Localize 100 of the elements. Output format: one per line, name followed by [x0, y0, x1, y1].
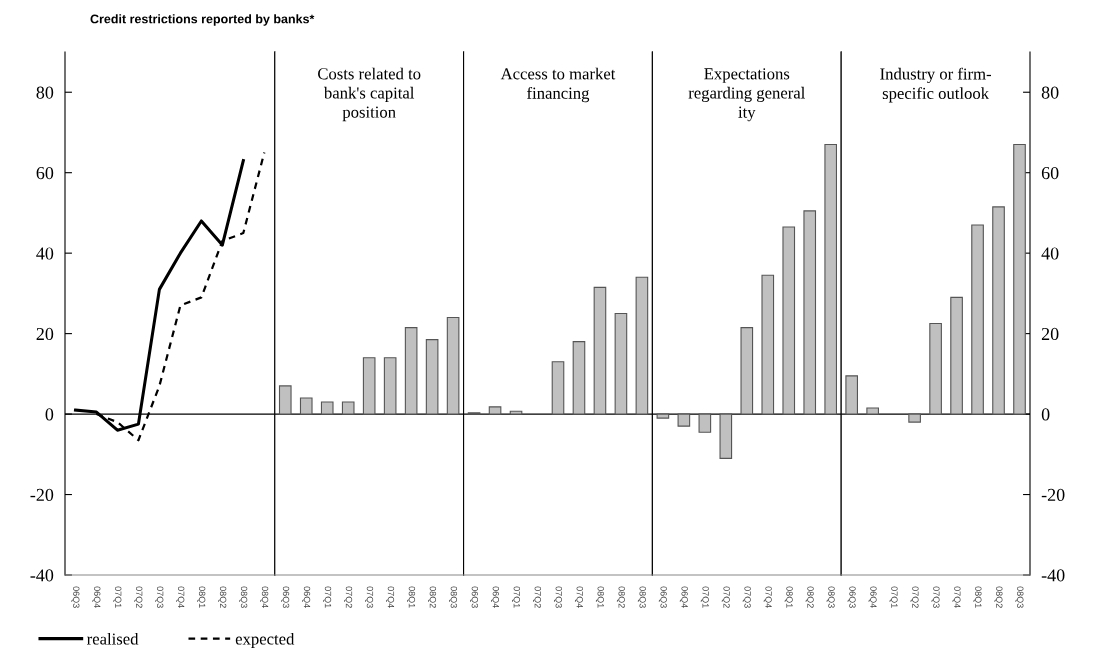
x-tick-label: 08Q2 — [218, 586, 227, 608]
x-tick-label: 06Q3 — [470, 586, 479, 608]
bar — [803, 210, 817, 415]
bar — [866, 407, 879, 415]
chart-title: Credit restrictions reported by banks* — [90, 14, 315, 26]
bar — [320, 401, 334, 415]
bar — [635, 276, 649, 415]
bar — [908, 413, 921, 423]
x-tick-label: 07Q3 — [155, 586, 164, 608]
x-tick-label: 06Q4 — [491, 586, 500, 608]
text: Industry or firm- specific outlook — [880, 67, 991, 103]
x-tick-label: 08Q1 — [973, 586, 982, 608]
legend-label: expected — [235, 632, 295, 648]
bar — [509, 410, 523, 415]
bar — [404, 327, 418, 415]
bar — [719, 413, 733, 459]
x-tick-label: 08Q2 — [805, 586, 814, 608]
x-tick-label: 08Q4 — [260, 586, 269, 608]
text: Expectations regarding general ity — [688, 68, 805, 122]
bar — [761, 274, 775, 415]
x-tick-label: 07Q2 — [134, 586, 143, 608]
x-tick-label: 07Q3 — [553, 586, 562, 608]
y-tick-label: -20 — [30, 488, 54, 501]
x-tick-label: 07Q4 — [176, 586, 185, 608]
y-tick-label: 0 — [45, 408, 54, 421]
x-tick-label: 08Q2 — [994, 586, 1003, 608]
y-tick-label: 60 — [36, 166, 54, 180]
x-tick-label: 07Q3 — [365, 586, 374, 608]
x-tick-label: 08Q1 — [595, 586, 604, 608]
bar — [1013, 143, 1026, 415]
y-tick-label: 20 — [1041, 327, 1059, 341]
bar — [992, 206, 1005, 415]
text: Access to market financing — [500, 67, 616, 103]
x-tick-label: 07Q4 — [763, 586, 772, 608]
y-tick-label: 40 — [36, 247, 54, 260]
x-tick-label: 07Q1 — [700, 586, 709, 608]
y-tick-label: 20 — [36, 327, 54, 341]
x-tick-label: 07Q4 — [386, 586, 395, 608]
bar — [845, 375, 859, 415]
x-tick-label: 08Q3 — [826, 586, 835, 608]
x-tick-label: 06Q4 — [679, 586, 688, 608]
bar — [278, 385, 292, 415]
text: Costs related to bank's capital position — [318, 67, 421, 122]
bar — [362, 357, 376, 415]
bar — [698, 413, 712, 433]
x-tick-label: 08Q1 — [407, 586, 416, 608]
x-tick-label: 07Q1 — [323, 586, 332, 608]
bar — [971, 224, 984, 415]
bar — [299, 397, 313, 415]
bar — [929, 323, 942, 415]
bar — [677, 413, 691, 427]
y-tick-label: -40 — [30, 569, 54, 582]
x-tick-label: 07Q1 — [889, 586, 898, 608]
x-tick-label: 08Q1 — [197, 586, 206, 608]
x-tick-label: 08Q3 — [449, 586, 458, 608]
y-tick-label: 80 — [36, 86, 54, 99]
bar — [656, 413, 670, 419]
x-tick-label: 08Q3 — [637, 586, 646, 608]
x-tick-label: 06Q3 — [847, 586, 856, 608]
bar — [593, 286, 607, 415]
x-tick-label: 08Q2 — [428, 586, 437, 608]
bar — [341, 401, 355, 415]
x-tick-label: 06Q4 — [868, 586, 877, 608]
x-tick-label: 07Q2 — [721, 586, 730, 608]
bar — [383, 357, 397, 415]
bar — [425, 339, 439, 415]
y-tick-label: 40 — [1041, 247, 1059, 260]
y-tick-label: -20 — [1041, 488, 1065, 501]
x-tick-label: 07Q3 — [742, 586, 751, 608]
x-tick-label: 08Q3 — [239, 586, 248, 608]
bar — [488, 406, 502, 415]
bar — [614, 312, 628, 415]
bar — [824, 143, 838, 415]
bar — [782, 226, 796, 415]
x-tick-label: 06Q4 — [92, 586, 101, 608]
x-tick-label: 07Q2 — [532, 586, 541, 608]
bar — [551, 361, 565, 415]
x-tick-label: 08Q1 — [784, 586, 793, 608]
x-tick-label: 06Q3 — [658, 586, 667, 608]
y-tick-label: 80 — [1041, 86, 1059, 99]
x-tick-label: 08Q2 — [616, 586, 625, 608]
bar — [950, 296, 963, 415]
x-tick-label: 06Q3 — [71, 586, 80, 608]
bar — [740, 327, 754, 415]
y-tick-label: 0 — [1041, 408, 1050, 421]
x-tick-label: 08Q3 — [1015, 586, 1024, 608]
legend-label: realised — [87, 632, 139, 645]
x-tick-label: 07Q2 — [910, 586, 919, 608]
bar — [446, 316, 460, 415]
x-tick-label: 07Q1 — [511, 586, 520, 608]
y-tick-label: 60 — [1041, 166, 1059, 180]
x-tick-label: 07Q4 — [952, 586, 961, 608]
x-tick-label: 07Q1 — [113, 586, 122, 608]
y-tick-label: -40 — [1041, 569, 1065, 582]
x-tick-label: 06Q3 — [281, 586, 290, 608]
bar — [572, 341, 586, 415]
x-tick-label: 07Q4 — [574, 586, 583, 608]
x-tick-label: 07Q3 — [931, 586, 940, 608]
x-tick-label: 07Q2 — [344, 586, 353, 608]
x-tick-label: 06Q4 — [302, 586, 311, 608]
